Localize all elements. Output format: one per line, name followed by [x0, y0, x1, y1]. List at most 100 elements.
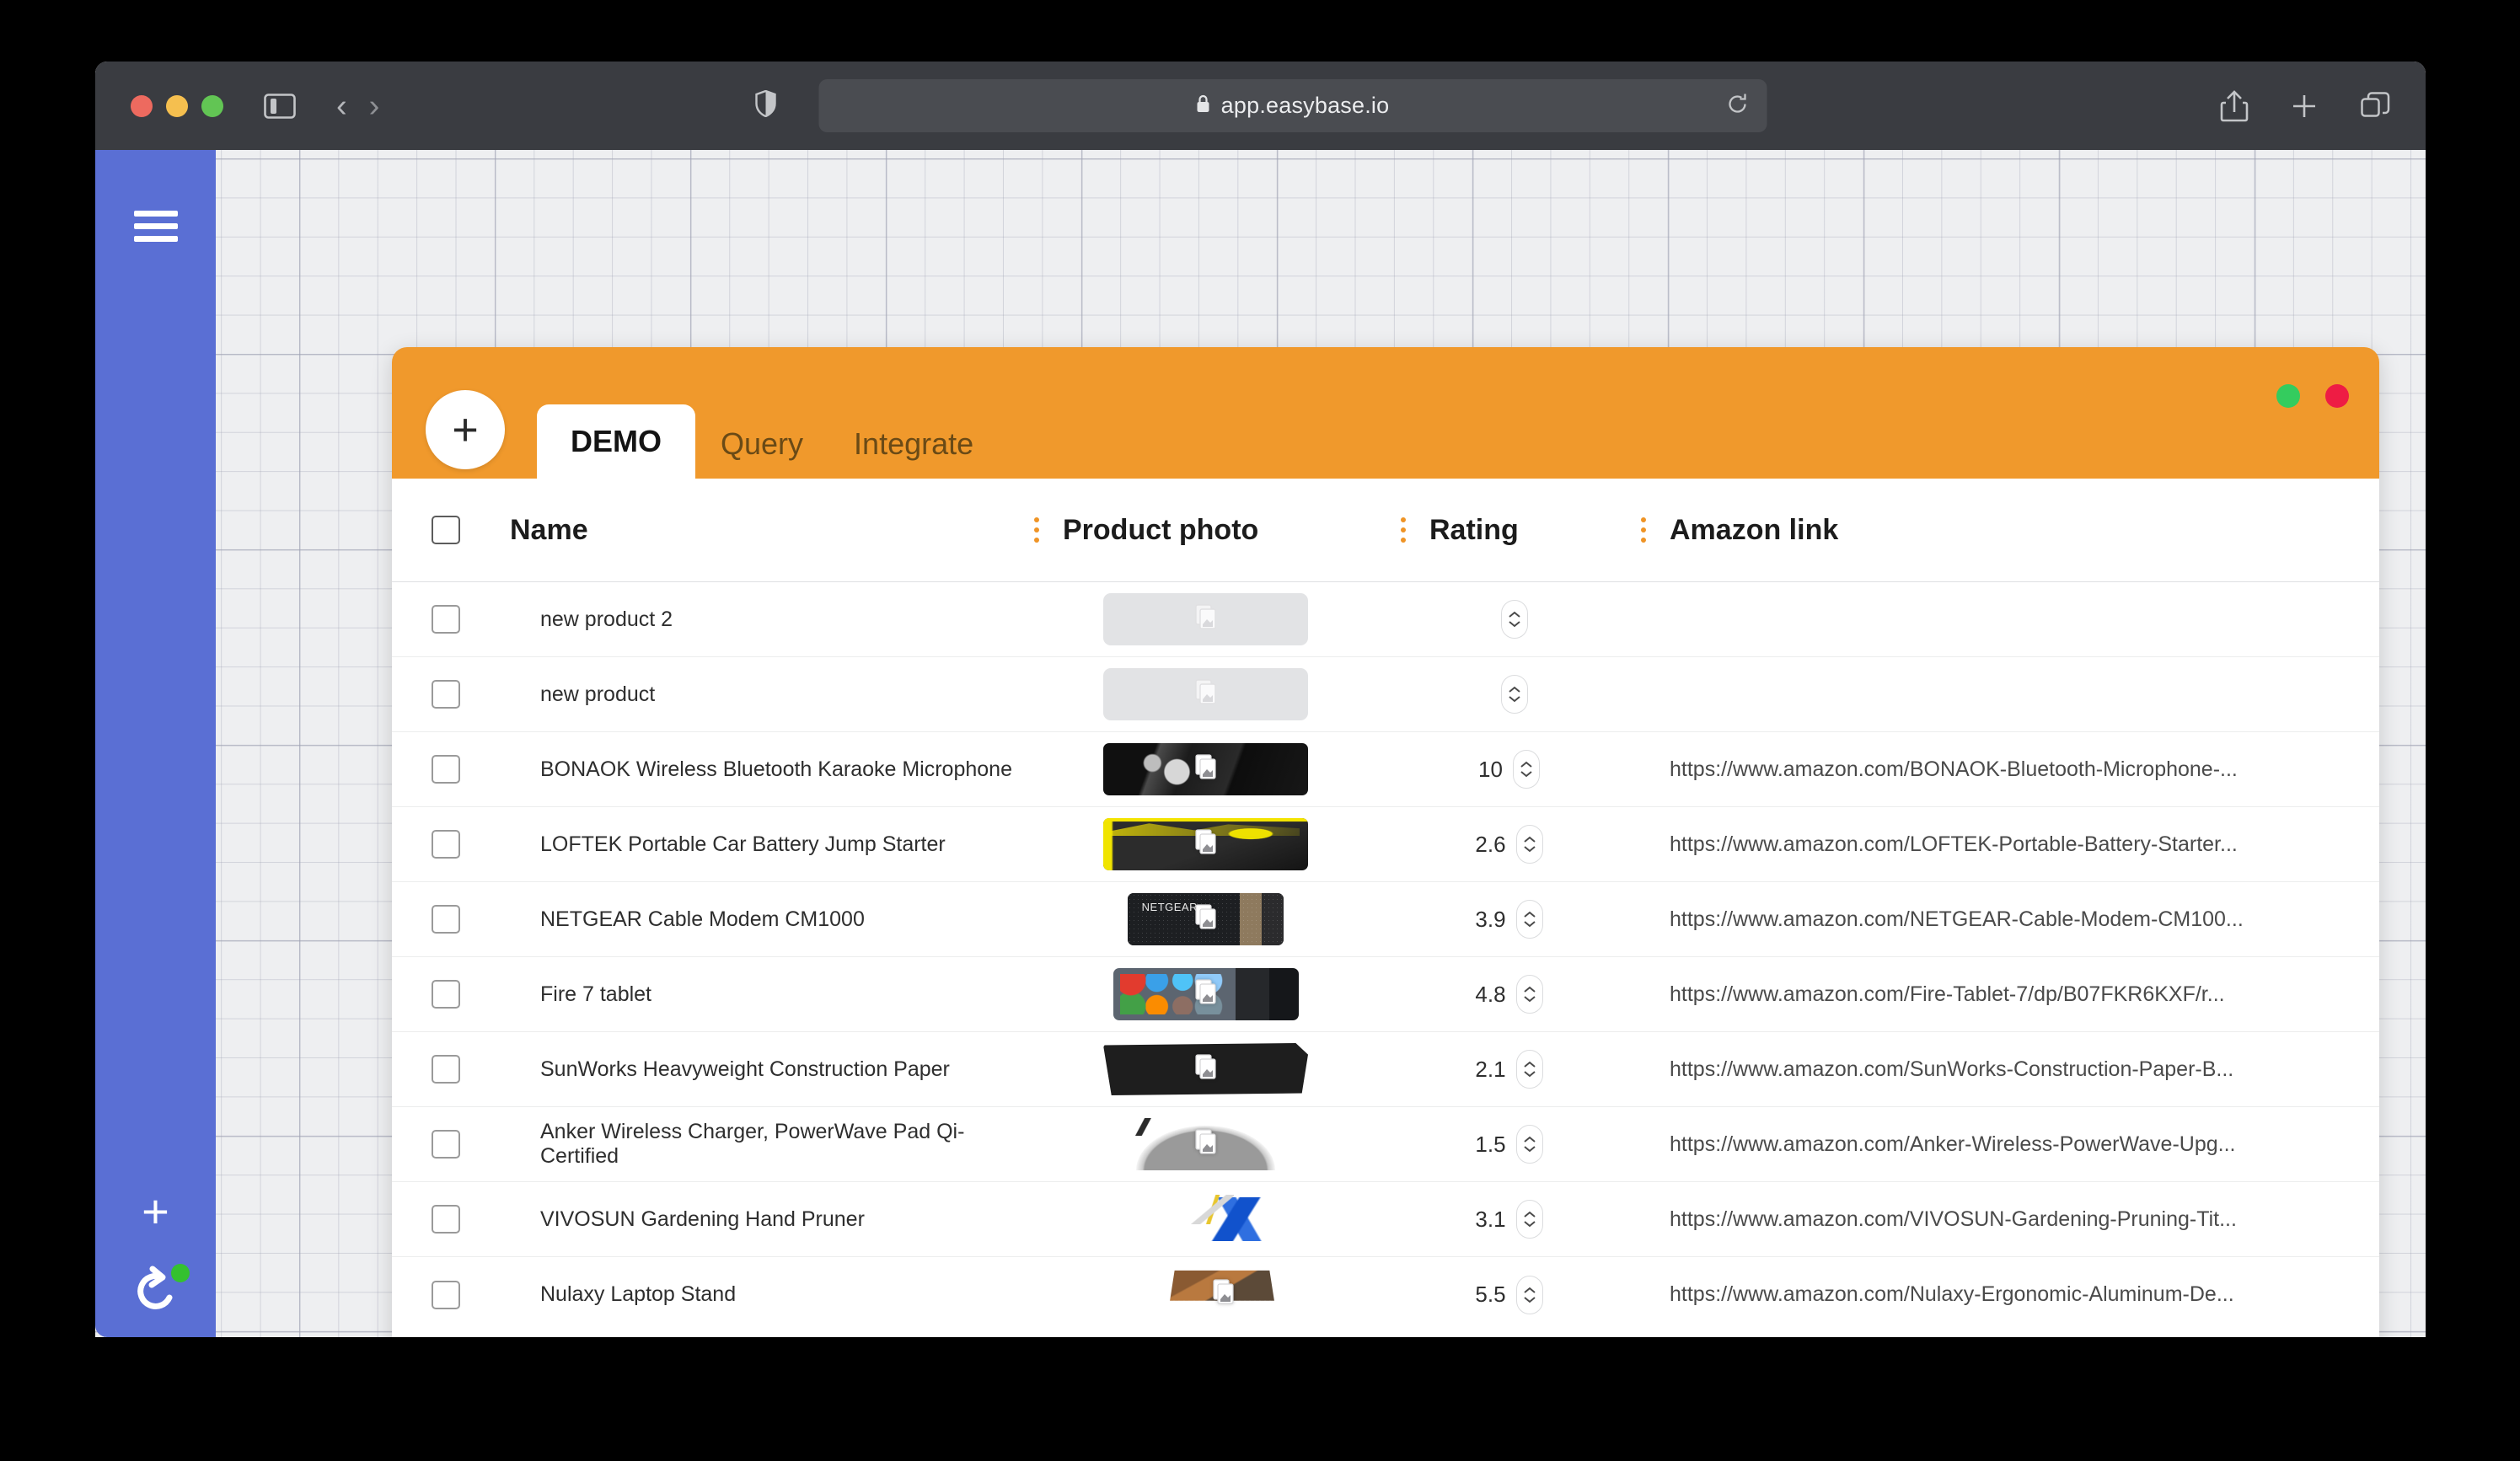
- rating-stepper[interactable]: [1515, 1200, 1543, 1239]
- cell-name[interactable]: new product: [540, 682, 656, 706]
- cell-amazon-link[interactable]: https://www.amazon.com/VIVOSUN-Gardening…: [1670, 1207, 2237, 1231]
- cell-rating[interactable]: 1.5: [1389, 1125, 1629, 1164]
- table-row[interactable]: LOFTEK Portable Car Battery Jump Starter…: [392, 807, 2379, 882]
- privacy-shield-icon[interactable]: [754, 89, 776, 121]
- url-input[interactable]: app.easybase.io: [818, 79, 1767, 132]
- sidebar-add-button[interactable]: +: [142, 1185, 169, 1238]
- row-checkbox[interactable]: [432, 1055, 460, 1084]
- cell-amazon-link[interactable]: https://www.amazon.com/Fire-Tablet-7/dp/…: [1670, 982, 2225, 1006]
- cell-product-photo[interactable]: [1022, 818, 1389, 870]
- table-row[interactable]: NETGEAR Cable Modem CM1000 3.9: [392, 882, 2379, 957]
- hamburger-menu-icon[interactable]: [133, 211, 178, 242]
- tab-integrate[interactable]: Integrate: [854, 426, 974, 461]
- table-row[interactable]: VIVOSUN Gardening Hand Pruner 3.1: [392, 1182, 2379, 1257]
- rating-stepper[interactable]: [1515, 1125, 1543, 1164]
- cell-rating[interactable]: 3.1: [1389, 1200, 1629, 1239]
- cell-product-photo[interactable]: [1022, 1268, 1389, 1321]
- column-grip-icon[interactable]: [1631, 517, 1656, 543]
- cell-product-photo[interactable]: [1022, 668, 1389, 720]
- cell-name[interactable]: BONAOK Wireless Bluetooth Karaoke Microp…: [540, 757, 1012, 781]
- rating-stepper[interactable]: [1515, 1050, 1543, 1089]
- column-grip-icon[interactable]: [1391, 517, 1416, 543]
- product-thumbnail[interactable]: [1152, 1268, 1295, 1321]
- product-thumbnail[interactable]: [1103, 1118, 1308, 1170]
- row-checkbox[interactable]: [432, 1205, 460, 1234]
- cell-product-photo[interactable]: [1022, 593, 1389, 645]
- photo-placeholder[interactable]: [1103, 668, 1308, 720]
- table-row[interactable]: Anker Wireless Charger, PowerWave Pad Qi…: [392, 1107, 2379, 1182]
- table-row[interactable]: Nulaxy Laptop Stand 5.5: [392, 1257, 2379, 1332]
- add-table-button[interactable]: +: [426, 390, 505, 469]
- cell-rating[interactable]: 2.6: [1389, 825, 1629, 864]
- minimize-window-button[interactable]: [166, 94, 188, 117]
- column-header-amazon-link[interactable]: Amazon link: [1629, 514, 2379, 547]
- cell-rating[interactable]: 3.9: [1389, 900, 1629, 939]
- rating-stepper[interactable]: [1515, 1275, 1543, 1314]
- rating-stepper[interactable]: [1500, 675, 1528, 714]
- cell-product-photo[interactable]: [1022, 968, 1389, 1020]
- product-thumbnail[interactable]: [1113, 968, 1299, 1020]
- cell-amazon-link[interactable]: https://www.amazon.com/SunWorks-Construc…: [1670, 1057, 2234, 1081]
- row-select-cell[interactable]: [392, 1055, 500, 1084]
- cell-product-photo[interactable]: [1022, 893, 1389, 945]
- cell-rating[interactable]: 4.8: [1389, 975, 1629, 1014]
- table-row[interactable]: Fire 7 tablet 4.8: [392, 957, 2379, 1032]
- row-checkbox[interactable]: [432, 680, 460, 709]
- rating-stepper[interactable]: [1500, 600, 1528, 639]
- row-checkbox[interactable]: [432, 755, 460, 784]
- row-select-cell[interactable]: [392, 680, 500, 709]
- new-tab-icon[interactable]: [2291, 93, 2318, 120]
- row-select-cell[interactable]: [392, 1280, 500, 1309]
- product-thumbnail[interactable]: [1128, 893, 1284, 945]
- tab-overview-icon[interactable]: [2360, 91, 2390, 121]
- row-select-cell[interactable]: [392, 755, 500, 784]
- cell-amazon-link[interactable]: https://www.amazon.com/LOFTEK-Portable-B…: [1670, 832, 2238, 856]
- cell-name[interactable]: SunWorks Heavyweight Construction Paper: [540, 1057, 950, 1081]
- rating-stepper[interactable]: [1515, 825, 1543, 864]
- cell-name[interactable]: LOFTEK Portable Car Battery Jump Starter: [540, 832, 946, 856]
- cell-name[interactable]: Fire 7 tablet: [540, 982, 652, 1006]
- sidebar-refresh-button[interactable]: [126, 1262, 190, 1323]
- panel-dot-red[interactable]: [2325, 384, 2349, 408]
- row-select-cell[interactable]: [392, 605, 500, 634]
- cell-amazon-link[interactable]: https://www.amazon.com/BONAOK-Bluetooth-…: [1670, 757, 2238, 781]
- select-all-checkbox[interactable]: [432, 516, 460, 544]
- select-all-cell[interactable]: [392, 516, 500, 544]
- cell-product-photo[interactable]: [1022, 743, 1389, 795]
- share-icon[interactable]: [2220, 89, 2249, 122]
- maximize-window-button[interactable]: [201, 94, 223, 117]
- row-select-cell[interactable]: [392, 905, 500, 934]
- row-select-cell[interactable]: [392, 1205, 500, 1234]
- product-thumbnail[interactable]: [1103, 818, 1308, 870]
- cell-name[interactable]: VIVOSUN Gardening Hand Pruner: [540, 1207, 865, 1231]
- cell-product-photo[interactable]: [1022, 1043, 1389, 1095]
- cell-product-photo[interactable]: [1022, 1118, 1389, 1170]
- product-thumbnail[interactable]: [1103, 743, 1308, 795]
- cell-name[interactable]: Nulaxy Laptop Stand: [540, 1282, 737, 1306]
- table-row[interactable]: BONAOK Wireless Bluetooth Karaoke Microp…: [392, 732, 2379, 807]
- forward-button[interactable]: ›: [368, 88, 380, 124]
- table-row[interactable]: new product: [392, 657, 2379, 732]
- column-header-name[interactable]: Name: [500, 514, 1022, 547]
- row-select-cell[interactable]: [392, 980, 500, 1009]
- cell-rating[interactable]: [1389, 600, 1629, 639]
- product-thumbnail[interactable]: [1167, 1193, 1295, 1245]
- row-checkbox[interactable]: [432, 1130, 460, 1159]
- tab-query[interactable]: Query: [721, 426, 804, 461]
- rating-stepper[interactable]: [1512, 750, 1540, 789]
- row-checkbox[interactable]: [432, 830, 460, 859]
- close-window-button[interactable]: [131, 94, 153, 117]
- cell-product-photo[interactable]: [1022, 1193, 1389, 1245]
- row-checkbox[interactable]: [432, 980, 460, 1009]
- panel-dot-green[interactable]: [2276, 384, 2300, 408]
- table-row[interactable]: SunWorks Heavyweight Construction Paper …: [392, 1032, 2379, 1107]
- cell-amazon-link[interactable]: https://www.amazon.com/NETGEAR-Cable-Mod…: [1670, 907, 2244, 931]
- cell-name[interactable]: new product 2: [540, 607, 673, 631]
- sidebar-toggle-icon[interactable]: [264, 93, 296, 120]
- cell-rating[interactable]: 2.1: [1389, 1050, 1629, 1089]
- cell-rating[interactable]: [1389, 675, 1629, 714]
- row-checkbox[interactable]: [432, 905, 460, 934]
- tab-demo[interactable]: DEMO: [537, 404, 695, 479]
- row-select-cell[interactable]: [392, 1130, 500, 1159]
- column-header-rating[interactable]: Rating: [1389, 514, 1629, 547]
